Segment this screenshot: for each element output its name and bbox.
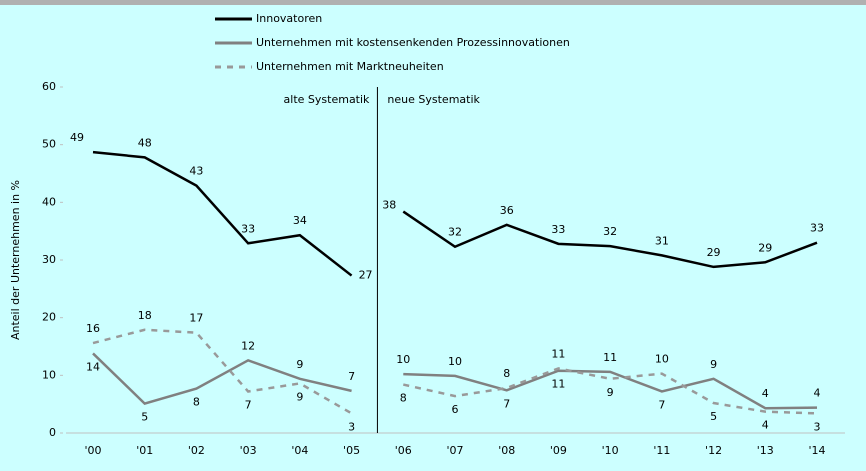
data-label: 9 (296, 358, 303, 371)
legend-label: Unternehmen mit Marktneuheiten (256, 60, 444, 73)
data-label: 27 (359, 269, 373, 282)
y-tick-label: 10 (42, 368, 56, 381)
data-label: 6 (452, 403, 459, 416)
data-label: 29 (707, 246, 721, 259)
data-label: 5 (710, 410, 717, 423)
data-label: 36 (500, 204, 514, 217)
series-line (92, 352, 352, 405)
data-label: 8 (400, 392, 407, 405)
data-label: 10 (448, 355, 462, 368)
data-label: 5 (141, 411, 148, 424)
x-tick-label: '04 (291, 444, 308, 457)
y-tick-label: 40 (42, 195, 56, 208)
data-label: 7 (503, 397, 510, 410)
divider-left-label: alte Systematik (284, 93, 371, 106)
x-tick-label: '10 (602, 444, 619, 457)
data-label: 4 (762, 387, 769, 400)
data-label: 32 (603, 225, 617, 238)
y-tick-label: 60 (42, 80, 56, 93)
data-label: 33 (810, 222, 824, 235)
data-label: 16 (86, 322, 100, 335)
data-label: 48 (138, 136, 152, 149)
data-label: 9 (710, 358, 717, 371)
legend-label: Innovatoren (256, 12, 322, 25)
series-line (402, 210, 818, 269)
divider-right-label: neue Systematik (387, 93, 480, 106)
x-tick-label: '08 (498, 444, 515, 457)
data-label: 17 (189, 312, 203, 325)
top-bar (0, 0, 866, 5)
x-tick-label: '14 (808, 444, 825, 457)
x-tick-label: '05 (343, 444, 360, 457)
data-label: 11 (603, 351, 617, 364)
x-tick-label: '02 (188, 444, 205, 457)
y-tick-label: 50 (42, 138, 56, 151)
x-tick-label: '11 (653, 444, 670, 457)
data-label: 11 (551, 347, 565, 360)
data-label: 14 (86, 360, 100, 373)
data-label: 9 (296, 390, 303, 403)
series-line (403, 369, 818, 410)
x-tick-label: '06 (395, 444, 412, 457)
data-label: 7 (245, 398, 252, 411)
series-line (92, 328, 353, 415)
x-tick-label: '00 (84, 444, 101, 457)
x-tick-label: '01 (136, 444, 153, 457)
series-line (92, 150, 353, 277)
data-label: 9 (607, 386, 614, 399)
data-label: 34 (293, 214, 307, 227)
data-label: 10 (396, 353, 410, 366)
data-label: 32 (448, 226, 462, 239)
y-tick-label: 0 (49, 426, 56, 439)
data-label: 10 (655, 353, 669, 366)
x-tick-label: '03 (240, 444, 257, 457)
data-label: 11 (551, 378, 565, 391)
data-label: 29 (758, 241, 772, 254)
legend-label: Unternehmen mit kostensenkenden Prozessi… (256, 36, 570, 49)
data-label: 7 (658, 398, 665, 411)
data-label: 8 (503, 367, 510, 380)
data-label: 33 (551, 223, 565, 236)
data-label: 4 (762, 419, 769, 432)
data-label: 38 (382, 199, 396, 212)
x-tick-label: '12 (705, 444, 722, 457)
x-tick-label: '09 (550, 444, 567, 457)
data-label: 3 (348, 420, 355, 433)
x-tick-label: '13 (757, 444, 774, 457)
data-label: 3 (814, 420, 821, 433)
y-tick-label: 20 (42, 311, 56, 324)
data-label: 12 (241, 339, 255, 352)
data-label: 7 (348, 370, 355, 383)
data-label: 33 (241, 222, 255, 235)
data-label: 43 (189, 165, 203, 178)
data-label: 8 (193, 396, 200, 409)
data-label: 4 (814, 387, 821, 400)
y-axis-label: Anteil der Unternehmen in % (9, 180, 22, 340)
data-label: 18 (138, 309, 152, 322)
x-tick-label: '07 (446, 444, 463, 457)
y-tick-label: 30 (42, 253, 56, 266)
data-label: 31 (655, 234, 669, 247)
data-label: 49 (70, 131, 84, 144)
